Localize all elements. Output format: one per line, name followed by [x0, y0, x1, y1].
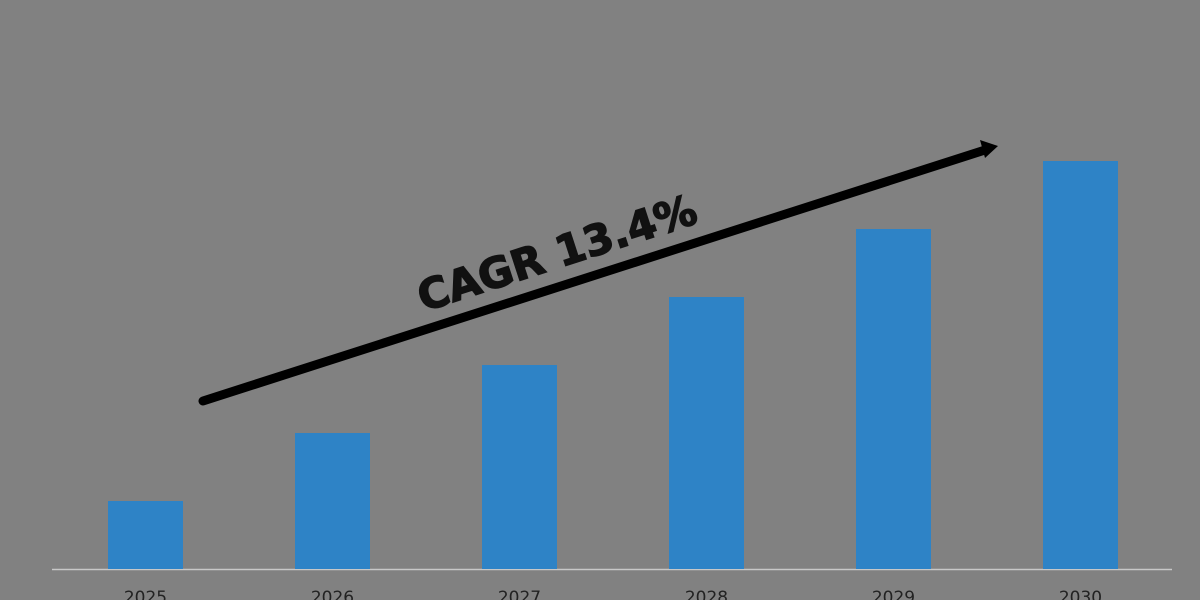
- x-tick-label: 2030: [1059, 588, 1102, 600]
- trend-arrow: [198, 145, 990, 406]
- bar: [482, 365, 557, 569]
- bar: [295, 433, 370, 569]
- x-tick-label: 2028: [685, 588, 728, 600]
- x-tick-label: 2026: [311, 588, 354, 600]
- bar: [1043, 161, 1118, 569]
- bars: [108, 161, 1118, 569]
- bar: [108, 501, 183, 569]
- bar: [856, 229, 931, 569]
- x-tick-label: 2025: [124, 588, 167, 600]
- x-tick-label: 2027: [498, 588, 541, 600]
- bar: [669, 297, 744, 569]
- x-tick-label: 2029: [872, 588, 915, 600]
- arrow-head: [980, 140, 998, 158]
